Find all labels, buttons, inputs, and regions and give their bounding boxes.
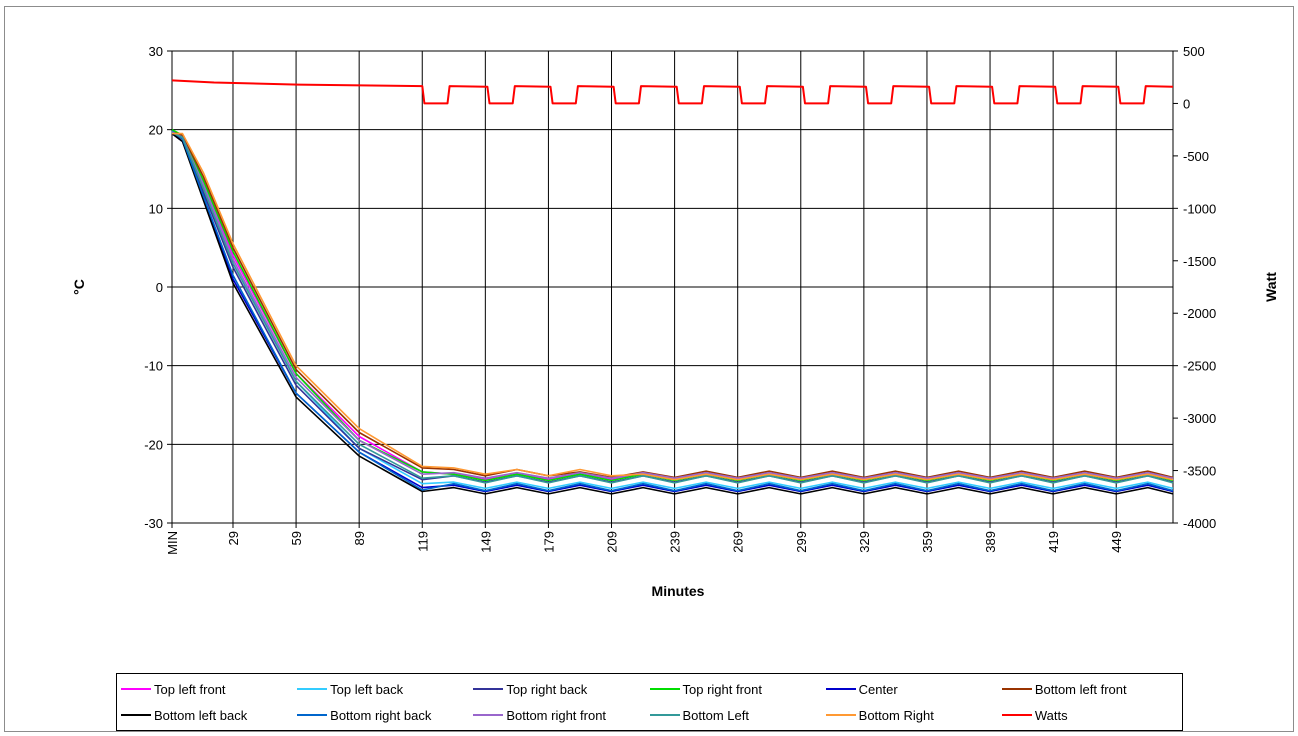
legend-item-bottom-left: Bottom Left bbox=[649, 702, 826, 728]
legend-item-top-left-front: Top left front bbox=[121, 676, 297, 702]
x-tick-label: 89 bbox=[352, 531, 367, 545]
x-tick-label: 449 bbox=[1109, 531, 1124, 553]
series-line-center bbox=[171, 132, 1174, 493]
y2-tick-label: -4000 bbox=[1183, 516, 1216, 531]
legend-item-center: Center bbox=[825, 676, 1002, 702]
legend-item-bottom-right: Bottom Right bbox=[825, 702, 1002, 728]
x-tick-label: 359 bbox=[920, 531, 935, 553]
legend-swatch bbox=[473, 714, 504, 716]
legend-label: Top right front bbox=[682, 681, 763, 697]
x-tick-label: 209 bbox=[605, 531, 620, 553]
x-tick-label: 119 bbox=[415, 531, 430, 552]
legend-swatch bbox=[1001, 714, 1032, 716]
x-tick-label: 29 bbox=[226, 531, 241, 545]
legend-item-top-left-back: Top left back bbox=[297, 676, 473, 702]
x-tick-label: 389 bbox=[983, 531, 998, 553]
series-line-top-left-front bbox=[171, 132, 1174, 481]
x-tick-label: 269 bbox=[731, 531, 746, 553]
legend-label: Top left front bbox=[154, 681, 226, 697]
legend-swatch bbox=[297, 714, 328, 716]
x-tick-label: MIN bbox=[165, 531, 180, 555]
grid bbox=[171, 50, 1174, 524]
legend-label: Bottom left back bbox=[154, 707, 248, 723]
legend-item-bottom-left-front: Bottom left front bbox=[1001, 676, 1178, 702]
x-tick-label: 419 bbox=[1046, 531, 1061, 553]
x-tick-label: 179 bbox=[541, 531, 556, 553]
legend-label: Bottom right back bbox=[330, 707, 432, 723]
y2-axis-title: Watt bbox=[1263, 272, 1279, 302]
legend-swatch bbox=[121, 688, 151, 690]
series-line-top-left-back bbox=[171, 130, 1174, 490]
series-line-watts bbox=[171, 79, 1174, 105]
legend-label: Bottom left front bbox=[1034, 681, 1127, 697]
x-tick-label: 299 bbox=[794, 531, 809, 553]
axes: -30 -20 -10 0 10 20 30 -4000 -3500 -3000 -2500 -200… bbox=[144, 44, 1216, 555]
y2-tick-label: -3000 bbox=[1183, 411, 1216, 426]
legend-swatch bbox=[825, 714, 856, 716]
y2-tick-label: -1500 bbox=[1183, 254, 1216, 269]
legend-label: Bottom Right bbox=[858, 707, 934, 723]
series-line-bottom-right bbox=[172, 132, 1174, 481]
legend-swatch bbox=[121, 714, 151, 716]
y2-tick-label: -2000 bbox=[1183, 306, 1216, 321]
series-line-bottom-left-front bbox=[171, 131, 1174, 479]
legend-label: Watts bbox=[1034, 707, 1068, 723]
series-line-top-right-front bbox=[171, 128, 1174, 482]
legend-item-top-right-back: Top right back bbox=[473, 676, 649, 702]
legend-swatch bbox=[649, 714, 680, 716]
x-tick-label: 239 bbox=[668, 531, 683, 553]
legend-item-bottom-right-front: Bottom right front bbox=[473, 702, 649, 728]
series-line-bottom-left bbox=[171, 132, 1174, 484]
y2-tick-label: 0 bbox=[1183, 96, 1190, 111]
legend-swatch bbox=[649, 688, 680, 690]
series-line-bottom-right-back bbox=[171, 130, 1174, 492]
y-tick-label: -20 bbox=[144, 437, 163, 452]
y-tick-label: 10 bbox=[149, 201, 163, 216]
legend-item-bottom-right-back: Bottom right back bbox=[297, 702, 473, 728]
legend-swatch bbox=[825, 688, 856, 690]
x-axis-title: Minutes bbox=[652, 583, 705, 599]
legend-label: Bottom right front bbox=[506, 707, 607, 723]
y2-tick-label: -500 bbox=[1183, 149, 1209, 164]
series-line-bottom-right-front bbox=[171, 131, 1174, 480]
y-tick-label: 20 bbox=[149, 123, 163, 138]
legend-label: Top left back bbox=[330, 681, 404, 697]
series-line-bottom-left-back bbox=[171, 132, 1174, 495]
x-tick-label: 59 bbox=[289, 531, 304, 545]
legend-swatch bbox=[297, 688, 328, 690]
y2-tick-label: -1000 bbox=[1183, 201, 1216, 216]
x-tick-label: 149 bbox=[478, 531, 493, 553]
legend-item-bottom-left-back: Bottom left back bbox=[121, 702, 297, 728]
series-lines bbox=[171, 79, 1174, 495]
y2-tick-label: 500 bbox=[1183, 44, 1205, 59]
y2-tick-label: -3500 bbox=[1183, 464, 1216, 479]
legend: Top left front Top left back Top right bac… bbox=[116, 673, 1183, 731]
x-tick-label: 329 bbox=[857, 531, 872, 553]
legend-label: Top right back bbox=[506, 681, 588, 697]
y-tick-label: -10 bbox=[144, 359, 163, 374]
y-tick-label: 30 bbox=[149, 44, 163, 59]
y-tick-label: -30 bbox=[144, 516, 163, 531]
legend-swatch bbox=[1001, 688, 1032, 690]
legend-swatch bbox=[473, 688, 504, 690]
legend-label: Center bbox=[858, 681, 898, 697]
legend-label: Bottom Left bbox=[682, 707, 749, 723]
y-axis-title: °C bbox=[71, 279, 87, 295]
legend-item-top-right-front: Top right front bbox=[649, 676, 826, 702]
y-tick-label: 0 bbox=[156, 280, 163, 295]
chart-frame bbox=[4, 6, 1294, 732]
y2-tick-label: -2500 bbox=[1183, 359, 1216, 374]
legend-item-watts: Watts bbox=[1001, 702, 1178, 728]
series-line-top-right-back bbox=[171, 132, 1174, 483]
